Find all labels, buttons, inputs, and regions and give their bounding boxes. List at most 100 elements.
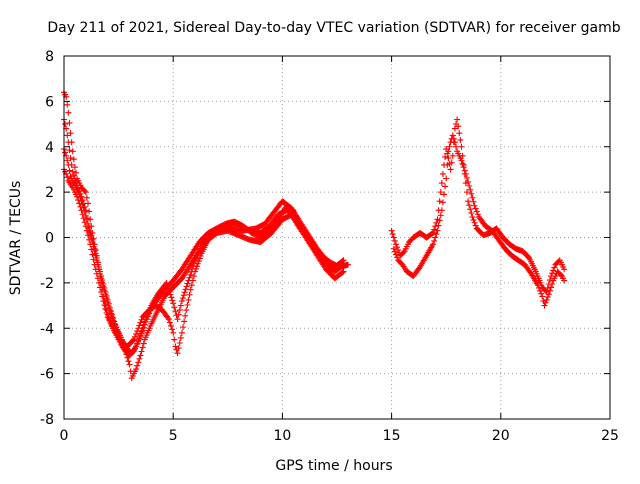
series-track-e xyxy=(388,116,568,295)
data-point xyxy=(197,252,204,259)
data-point xyxy=(94,259,101,266)
chart-title: Day 211 of 2021, Sidereal Day-to-day VTE… xyxy=(47,20,620,36)
data-point xyxy=(465,198,472,205)
data-point xyxy=(436,198,443,205)
data-point xyxy=(180,324,187,331)
data-point xyxy=(183,307,190,314)
data-point xyxy=(134,340,141,347)
data-point xyxy=(537,287,544,294)
data-point xyxy=(168,294,175,301)
data-point xyxy=(538,290,545,297)
data-point xyxy=(103,292,110,299)
data-point xyxy=(129,337,136,344)
data-point xyxy=(101,301,108,308)
data-point xyxy=(170,300,177,307)
data-point xyxy=(97,268,104,275)
data-point xyxy=(544,294,551,301)
data-point xyxy=(470,216,477,223)
data-point xyxy=(447,166,454,173)
data-point xyxy=(136,355,143,362)
x-tick-label: 0 xyxy=(60,428,69,444)
data-point xyxy=(100,281,107,288)
data-point xyxy=(186,274,193,281)
data-point xyxy=(451,125,458,132)
data-point xyxy=(462,170,469,177)
data-point xyxy=(432,223,439,230)
data-point xyxy=(135,337,142,344)
data-point xyxy=(545,291,552,298)
x-tick-label: 10 xyxy=(273,428,291,444)
data-point xyxy=(134,362,141,369)
data-point xyxy=(550,267,557,274)
data-point xyxy=(166,288,173,295)
data-point xyxy=(435,222,442,229)
data-point xyxy=(87,241,94,248)
data-points xyxy=(61,89,568,382)
series-track-a xyxy=(61,89,347,359)
data-point xyxy=(534,282,541,289)
data-point xyxy=(467,206,474,213)
data-point xyxy=(102,305,109,312)
data-point xyxy=(471,202,478,209)
data-point xyxy=(185,296,192,303)
data-point xyxy=(140,321,147,328)
data-point xyxy=(86,208,93,215)
series-track-d xyxy=(61,166,351,357)
data-point xyxy=(66,167,73,174)
data-point xyxy=(107,308,114,315)
y-tick-label: 0 xyxy=(45,231,54,247)
data-point xyxy=(133,330,140,337)
data-point xyxy=(71,164,78,171)
data-point xyxy=(139,344,146,351)
data-point xyxy=(98,273,105,280)
data-point xyxy=(67,130,74,137)
data-point xyxy=(177,334,184,341)
data-point xyxy=(394,254,401,261)
data-point xyxy=(175,345,182,352)
data-point xyxy=(167,291,174,298)
data-point xyxy=(339,257,346,264)
data-point xyxy=(441,191,448,198)
data-point xyxy=(186,291,193,298)
y-tick-label: -6 xyxy=(40,367,54,383)
data-point xyxy=(136,334,143,341)
data-point xyxy=(171,304,178,311)
data-point xyxy=(391,237,398,244)
data-point xyxy=(109,311,116,318)
data-point xyxy=(85,232,92,239)
data-point xyxy=(193,263,200,270)
data-point xyxy=(123,351,130,358)
data-point xyxy=(77,203,84,210)
data-point xyxy=(451,139,458,146)
data-point xyxy=(90,256,97,263)
data-point xyxy=(390,245,397,252)
data-point xyxy=(184,280,191,287)
data-point xyxy=(66,119,73,126)
data-point xyxy=(69,148,76,155)
data-point xyxy=(171,336,178,343)
data-point xyxy=(134,328,141,335)
data-point xyxy=(467,186,474,193)
data-point xyxy=(196,255,203,262)
data-point xyxy=(194,260,201,267)
data-point xyxy=(175,311,182,318)
data-point xyxy=(179,295,186,302)
data-point xyxy=(106,304,113,311)
data-point xyxy=(138,348,145,355)
data-point xyxy=(126,361,133,368)
data-point xyxy=(542,299,549,306)
data-point xyxy=(137,352,144,359)
x-tick-label: 15 xyxy=(383,428,401,444)
data-point xyxy=(65,161,72,168)
data-point xyxy=(138,328,145,335)
data-point xyxy=(438,180,445,187)
data-point xyxy=(455,123,462,130)
data-point xyxy=(439,199,446,206)
data-point xyxy=(103,309,110,316)
axis-ticks: 0 5 10 15 20 25 -8 -6 -4 -2 0 2 4 6 8 xyxy=(40,49,619,444)
data-point xyxy=(460,164,467,171)
data-point xyxy=(469,214,476,221)
data-point xyxy=(551,264,558,271)
data-point xyxy=(92,266,99,273)
